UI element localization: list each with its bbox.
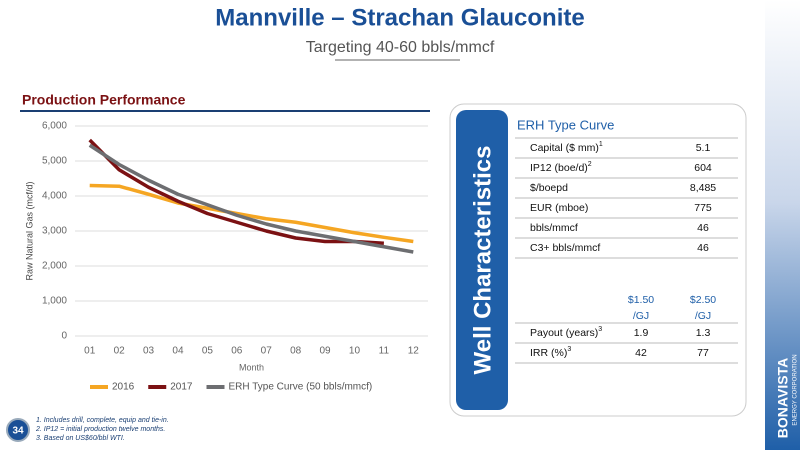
x-axis-label: Month <box>239 362 264 372</box>
table-title: ERH Type Curve <box>517 117 614 132</box>
page-badge <box>6 418 30 442</box>
row-note: 1 <box>599 141 603 148</box>
row-value: 775 <box>694 202 712 214</box>
row-label: Payout (years)3 <box>530 326 602 339</box>
footnote: 2. IP12 = initial production twelve mont… <box>35 426 165 433</box>
legend-label: ERH Type Curve (50 bbls/mmcf) <box>229 382 373 393</box>
slide-title: Mannville – Strachan Glauconite <box>215 4 584 31</box>
panel <box>449 103 747 417</box>
y-tick-label: 2,000 <box>42 261 67 272</box>
panel-band <box>456 110 508 410</box>
column-header: $2.50 <box>690 294 716 306</box>
row-value: 77 <box>697 347 709 359</box>
series-line <box>89 183 414 244</box>
x-tick-label: 07 <box>261 346 273 357</box>
logo-tagline: ENERGY CORPORATION <box>793 354 799 425</box>
row-label-text: IP12 (boe/d) <box>530 162 588 174</box>
x-tick-label: 04 <box>172 346 184 357</box>
row-label-text: C3+ bbls/mmcf <box>530 242 600 254</box>
row-label-text: Payout (years) <box>530 327 598 339</box>
y-tick-label: 4,000 <box>42 191 67 202</box>
legend-label: 2016 <box>112 382 135 393</box>
row-note: 2 <box>588 161 592 168</box>
x-tick-label: 10 <box>349 346 361 357</box>
series-line <box>88 138 384 245</box>
row-label: bbls/mmcf <box>530 222 578 234</box>
table: Capital ($ mm)1 5.1 IP12 (boe/d)2 604 $/boep… <box>515 137 738 364</box>
y-axis-label: Raw Natural Gas (mcf/d) <box>24 181 34 280</box>
row-value: 604 <box>694 162 712 174</box>
y-tick-label: 0 <box>61 331 67 342</box>
row-value: 1.3 <box>696 327 711 339</box>
footnote: 3. Based on US$60/bbl WTI. <box>36 435 125 442</box>
row-value: 46 <box>697 222 709 234</box>
column-header: /GJ <box>695 310 711 322</box>
y-tick-label: 6,000 <box>42 121 67 132</box>
x-tick-label: 02 <box>114 346 126 357</box>
row-label: EUR (mboe) <box>530 202 588 214</box>
y-tick-label: 5,000 <box>42 156 67 167</box>
x-tick-label: 05 <box>202 346 214 357</box>
logo-bar <box>765 0 800 450</box>
row-note: 3 <box>598 326 602 333</box>
section-title: Production Performance <box>22 92 186 108</box>
y-tick-label: 1,000 <box>42 296 67 307</box>
row-value: 5.1 <box>696 142 711 154</box>
column-header: $1.50 <box>628 294 654 306</box>
footnote: 1. Includes drill, complete, equip and t… <box>36 417 169 424</box>
x-tick-label: 06 <box>231 346 243 357</box>
x-tick-label: 03 <box>143 346 155 357</box>
row-label: IRR (%)3 <box>530 346 571 359</box>
row-note: 3 <box>567 346 571 353</box>
y-tick-label: 3,000 <box>42 226 67 237</box>
row-value: 42 <box>635 347 647 359</box>
x-tick-label: 12 <box>408 346 420 357</box>
row-label-text: bbls/mmcf <box>530 222 578 234</box>
x-tick-label: 11 <box>379 346 390 357</box>
series-line <box>88 143 414 254</box>
panel-side-title: Well Characteristics <box>469 146 496 375</box>
row-label: $/boepd <box>530 182 568 194</box>
x-tick-label: 08 <box>290 346 302 357</box>
row-value: 8,485 <box>690 182 716 194</box>
row-value: 46 <box>697 242 709 254</box>
row-label-text: Capital ($ mm) <box>530 142 599 154</box>
row-label-text: IRR (%) <box>530 347 567 359</box>
logo-name: BONAVISTA <box>775 358 791 438</box>
chart: 0 1,000 2,000 3,000 4,000 5,000 6,000 01 02 03 04 0… <box>24 121 428 393</box>
page-number: 34 <box>12 426 24 437</box>
x-tick-label: 09 <box>319 346 331 357</box>
slide-subtitle: Targeting 40-60 bbls/mmcf <box>306 39 495 56</box>
row-label-text: $/boepd <box>530 182 568 194</box>
row-label: Capital ($ mm)1 <box>530 141 603 154</box>
x-tick-label: 01 <box>84 346 96 357</box>
legend-label: 2017 <box>170 382 193 393</box>
row-label-text: EUR (mboe) <box>530 202 588 214</box>
row-label: IP12 (boe/d)2 <box>530 161 592 174</box>
column-header: /GJ <box>633 310 649 322</box>
row-value: 1.9 <box>634 327 649 339</box>
row-label: C3+ bbls/mmcf <box>530 242 600 254</box>
